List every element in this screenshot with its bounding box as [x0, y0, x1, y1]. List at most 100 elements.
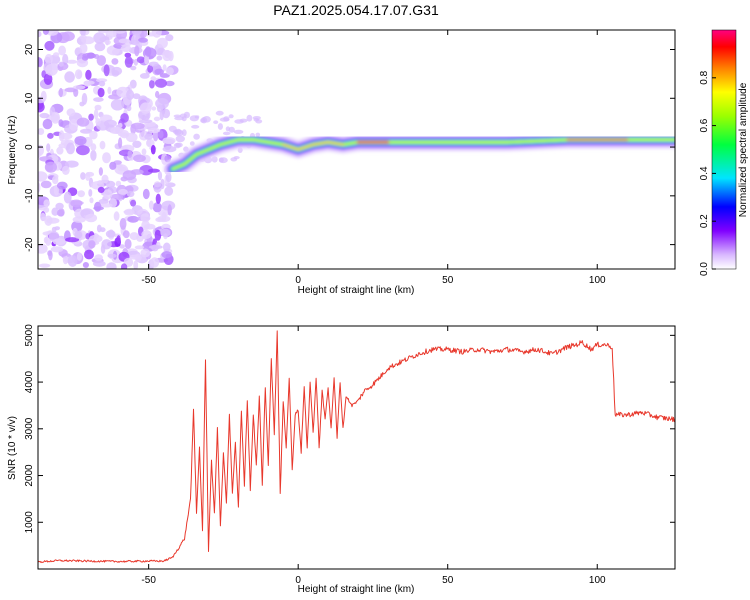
noise-blob	[72, 85, 86, 90]
noise-blob	[113, 30, 127, 34]
noise-blob	[118, 38, 131, 44]
noise-blob	[124, 238, 132, 250]
bottom-x-axis-label: Height of straight line (km)	[298, 584, 415, 595]
colorbar-tick-label: 0.4	[699, 166, 710, 180]
noise-blob	[159, 73, 170, 78]
noise-blob	[92, 260, 106, 267]
noise-blob	[72, 216, 86, 223]
noise-blob	[58, 119, 64, 127]
x-tick-label: 100	[589, 575, 606, 586]
noise-blob	[46, 143, 51, 153]
noise-blob	[165, 67, 174, 76]
noise-blob	[93, 97, 104, 102]
bottom-plot-frame	[37, 325, 676, 570]
signal-band	[163, 130, 675, 178]
noise-blob	[141, 220, 150, 231]
noise-blob	[93, 32, 106, 44]
noise-blob	[215, 110, 224, 116]
noise-blob	[38, 243, 48, 254]
noise-blob	[144, 54, 150, 65]
noise-blob	[152, 202, 162, 213]
noise-blob	[162, 145, 177, 153]
noise-blob	[101, 174, 109, 184]
noise-blob	[138, 37, 148, 43]
noise-blob	[120, 44, 132, 53]
noise-blob	[126, 190, 135, 198]
noise-blob	[230, 157, 238, 162]
noise-blob	[179, 113, 187, 118]
noise-blob	[101, 239, 112, 250]
x-tick-label: 100	[589, 275, 606, 286]
signal-core	[282, 141, 345, 151]
noise-blob	[39, 112, 50, 119]
noise-blob	[80, 30, 86, 37]
noise-blob	[124, 56, 133, 68]
colorbar-tick-label: 0.2	[699, 214, 710, 228]
noise-blob	[120, 113, 129, 123]
noise-blob	[56, 146, 64, 155]
noise-blob	[219, 157, 228, 164]
noise-blob	[103, 189, 113, 200]
y-tick-label: 0	[24, 144, 35, 150]
noise-blob	[223, 116, 230, 122]
noise-blob	[122, 230, 130, 239]
noise-blob	[85, 171, 95, 177]
top-y-ticks: -20 -10 0 10 20	[24, 44, 675, 252]
noise-blob	[126, 105, 132, 112]
colorbar-tick-label: 0.6	[699, 118, 710, 132]
noise-blob	[147, 64, 154, 73]
noise-blob	[82, 262, 89, 268]
noise-blob	[65, 237, 80, 243]
noise-blob	[161, 251, 172, 259]
noise-blob	[133, 260, 139, 269]
noise-blob	[111, 66, 123, 76]
noise-blob	[97, 186, 105, 193]
noise-blob	[88, 189, 93, 197]
noise-blob	[90, 149, 97, 161]
noise-blob	[82, 52, 97, 59]
noise-blob	[56, 181, 68, 190]
noise-blob	[155, 217, 164, 223]
noise-blob	[173, 142, 181, 149]
noise-blob	[85, 69, 92, 80]
noise-blob	[134, 253, 142, 262]
noise-blob	[163, 242, 171, 252]
noise-blob	[130, 65, 137, 71]
y-tick-label: 10	[24, 92, 35, 104]
top-x-ticks: -50 0 50 100	[141, 30, 606, 286]
noise-blob	[119, 218, 127, 230]
x-tick-label: 0	[295, 275, 301, 286]
y-tick-label: 2000	[24, 464, 35, 487]
noise-blob	[74, 231, 83, 239]
noise-blob	[90, 143, 97, 151]
noise-blob	[130, 199, 137, 207]
noise-blob	[141, 148, 147, 156]
noise-blob	[95, 78, 108, 83]
noise-blob	[194, 115, 200, 119]
noise-blob	[117, 166, 127, 172]
noise-blob	[107, 253, 117, 258]
bottom-y-axis-label: SNR (10 * v/v)	[7, 416, 18, 480]
noise-blob	[58, 45, 66, 56]
noise-blob	[149, 79, 155, 89]
noise-blob	[151, 106, 157, 111]
noise-blob	[150, 76, 157, 81]
noise-blob	[134, 245, 145, 250]
noise-blob	[42, 118, 53, 130]
noise-blob	[38, 31, 42, 38]
noise-blob	[150, 144, 156, 155]
noise-blob	[165, 34, 174, 42]
noise-blob	[148, 200, 154, 210]
noise-blob	[201, 117, 207, 124]
noise-blob	[64, 160, 79, 168]
noise-blob	[162, 108, 171, 119]
noise-blob	[131, 122, 145, 130]
noise-blob	[77, 190, 85, 198]
y-tick-label: -10	[24, 188, 35, 203]
noise-blob	[38, 171, 48, 182]
noise-blob	[74, 136, 87, 146]
noise-blob	[156, 37, 168, 49]
y-tick-label: 3000	[24, 417, 35, 440]
noise-blob	[99, 140, 106, 150]
noise-blob	[129, 79, 137, 89]
